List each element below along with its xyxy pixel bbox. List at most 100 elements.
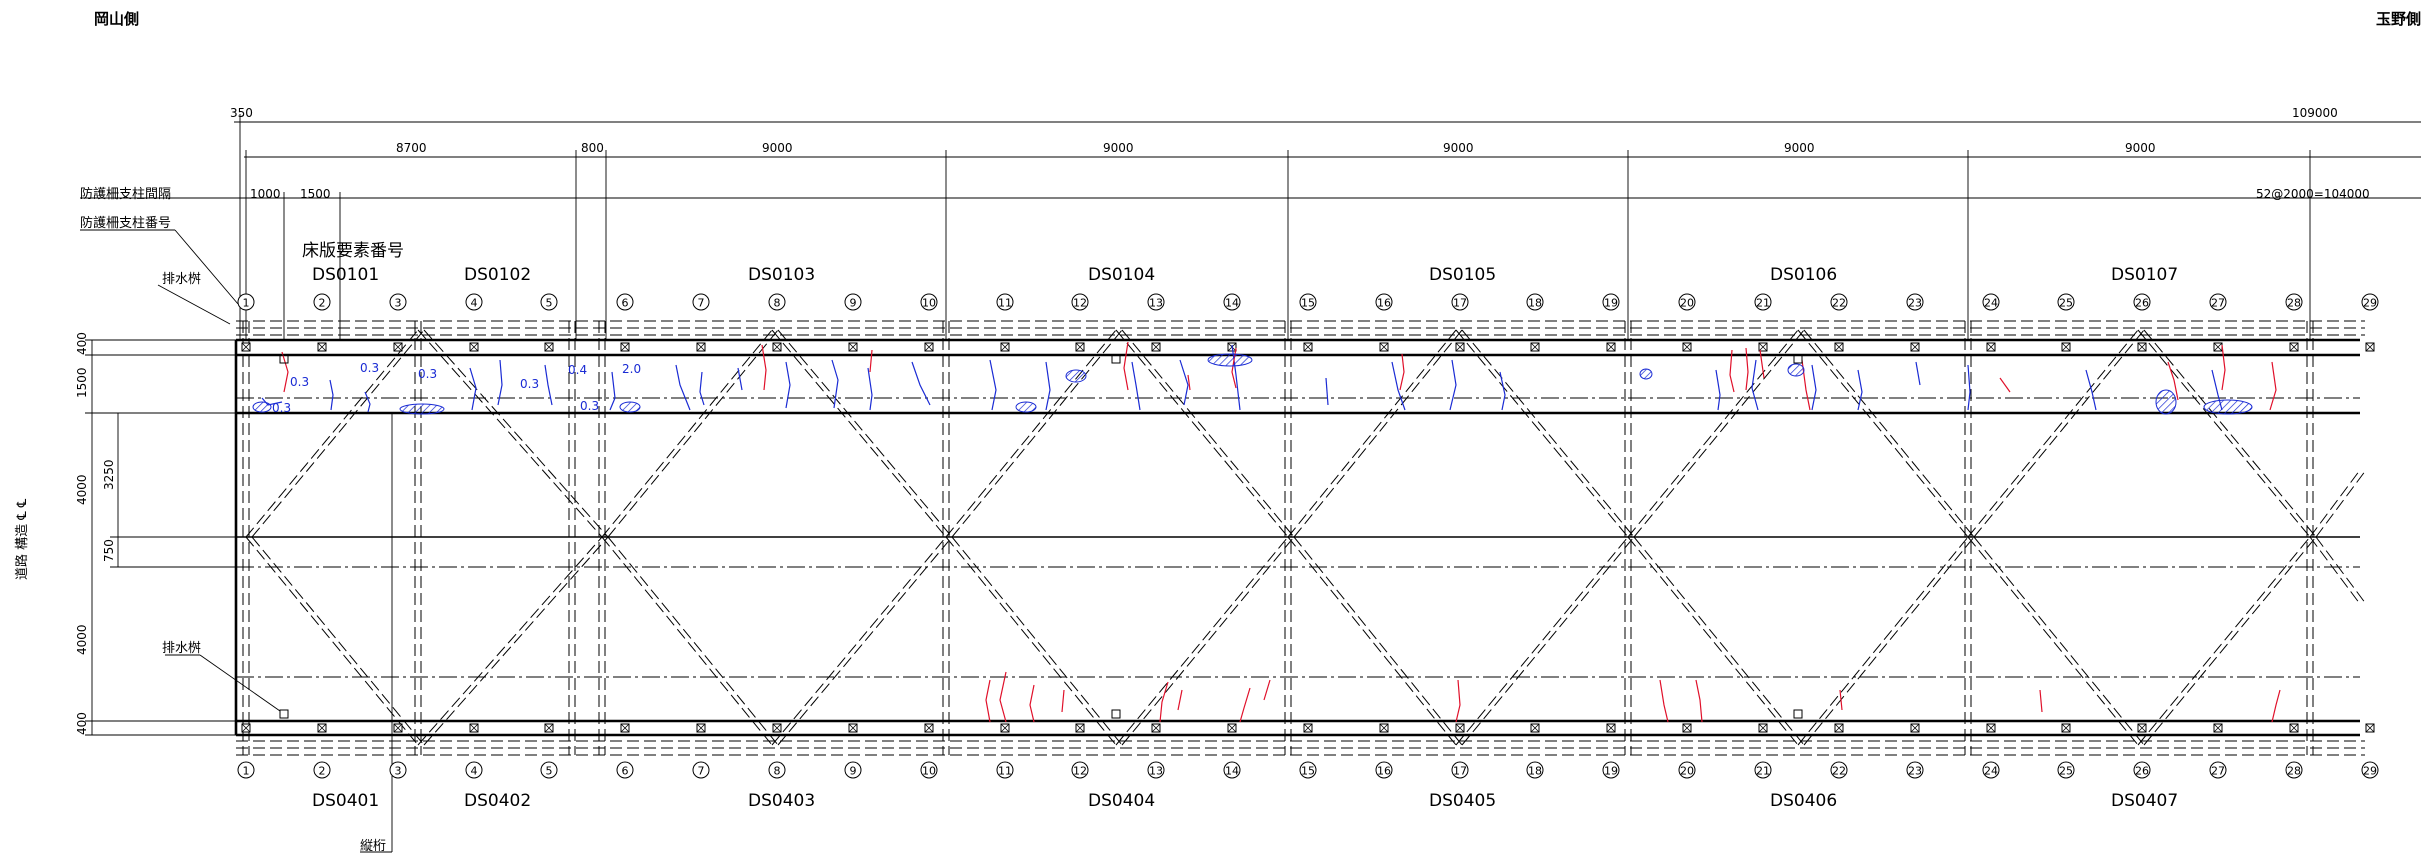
rail-post-number: 10 [920, 293, 938, 311]
rail-post-marker [1455, 723, 1465, 733]
post-number-text: 7 [698, 297, 705, 310]
rail-post-number: 24 [1982, 761, 2000, 779]
rail-post-number: 13 [1147, 761, 1165, 779]
rail-post-marker [848, 342, 858, 352]
rail-post-marker [2061, 723, 2071, 733]
rail-interval-label: 防護柵支柱間隔 [80, 186, 171, 202]
rail-post-number: 17 [1451, 761, 1469, 779]
rail-post-number: 19 [1602, 761, 1620, 779]
bracing-member [2137, 536, 2311, 746]
post-number-text: 19 [1604, 765, 1618, 778]
rail-post-number: 4 [465, 293, 483, 311]
rail-post-number: 8 [768, 293, 786, 311]
bracing-member [2137, 329, 2311, 538]
rail-post-number: 29 [2361, 293, 2379, 311]
bracing-member [1803, 329, 1975, 538]
post-number-text: 26 [2135, 765, 2149, 778]
rail-post-number: 17 [1451, 293, 1469, 311]
bracing-member [2143, 536, 2317, 746]
rail-post-marker [1075, 342, 1085, 352]
bracing-member [1121, 536, 1295, 746]
post-number-text: 22 [1832, 297, 1846, 310]
bracing-member [945, 536, 1117, 746]
rail-post-marker [1986, 342, 1996, 352]
rail-post-marker [2137, 723, 2147, 733]
rail-post-number: 28 [2285, 293, 2303, 311]
bracing-member [777, 536, 953, 746]
rail-post-number: 2 [313, 761, 331, 779]
rail-post-marker [1986, 723, 1996, 733]
element-label-top: DS0103 [748, 265, 815, 285]
dim-span-7: 9000 [2125, 141, 2156, 155]
crack-width-label: 0.3 [580, 399, 599, 413]
rail-post-marker [772, 723, 782, 733]
rail-post-marker [1910, 723, 1920, 733]
post-number-text: 12 [1073, 765, 1087, 778]
post-number-text: 1 [243, 765, 250, 778]
bracing-member [1633, 536, 1805, 746]
bracing-member [1455, 536, 1629, 746]
rail-post-number: 21 [1754, 761, 1772, 779]
rail-post-number: 9 [844, 293, 862, 311]
rail-post-marker [1530, 723, 1540, 733]
rail-post-number: 8 [768, 761, 786, 779]
element-label-top: DS0106 [1770, 265, 1837, 285]
bracing-member [951, 329, 1123, 538]
rail-post-marker [1000, 723, 1010, 733]
element-label-top: DS0104 [1088, 265, 1155, 285]
rail-post-marker [2365, 723, 2375, 733]
deck-outline [234, 320, 2365, 756]
cracks [261, 341, 2281, 723]
crack-width-label: 0.4 [568, 363, 587, 377]
bracing-member [1803, 536, 1975, 746]
post-number-text: 16 [1377, 765, 1391, 778]
post-number-text: 8 [774, 765, 781, 778]
rail-post-marker [924, 342, 934, 352]
rail-post-number: 2 [313, 293, 331, 311]
rail-post-number: 24 [1982, 293, 2000, 311]
post-number-text: 15 [1301, 297, 1315, 310]
bracing-member [1461, 329, 1635, 538]
bracing-member [417, 329, 603, 538]
rail-post-number: 6 [616, 761, 634, 779]
element-label-top: DS0107 [2111, 265, 2178, 285]
post-number-text: 20 [1680, 297, 1694, 310]
drain-label-bottom: 排水桝 [162, 640, 201, 656]
bracing-member [1797, 329, 1969, 538]
rail-post-marker [1379, 723, 1389, 733]
bracing-member [251, 536, 425, 746]
element-label-bottom: DS0404 [1088, 791, 1155, 811]
dim-span-3: 9000 [762, 141, 793, 155]
post-number-text: 24 [1984, 765, 1998, 778]
dim-left-1: 400 [75, 332, 89, 355]
bracing-member [771, 536, 947, 746]
bracing-member [417, 536, 603, 746]
bracing-member [601, 329, 773, 538]
rail-post-marker [544, 723, 554, 733]
rail-post-marker [2061, 342, 2071, 352]
bracing-member [1115, 536, 1289, 746]
crack-width-label: 0.3 [520, 377, 539, 391]
rail-post-number: 15 [1299, 293, 1317, 311]
drain-inlets [279, 354, 1803, 719]
post-number-text: 21 [1756, 297, 1770, 310]
bracing-member [1967, 329, 2139, 538]
rail-post-marker [772, 342, 782, 352]
element-label-bottom: DS0406 [1770, 791, 1837, 811]
rail-post-number: 11 [996, 761, 1014, 779]
bracing-member [1455, 329, 1629, 538]
rail-post-marker [1606, 723, 1616, 733]
rail-post-marker [469, 723, 479, 733]
rail-post-marker [696, 723, 706, 733]
bracing-member [777, 329, 953, 538]
rail-post-marker [848, 723, 858, 733]
rail-post-number: 15 [1299, 761, 1317, 779]
post-number-text: 3 [395, 765, 402, 778]
lateral-bracing [245, 329, 2367, 746]
rail-post-marker [2213, 342, 2223, 352]
element-label-top: DS0105 [1429, 265, 1496, 285]
rail-post-number: 22 [1830, 761, 1848, 779]
rail-post-marker [620, 342, 630, 352]
dim-span-1: 8700 [396, 141, 427, 155]
